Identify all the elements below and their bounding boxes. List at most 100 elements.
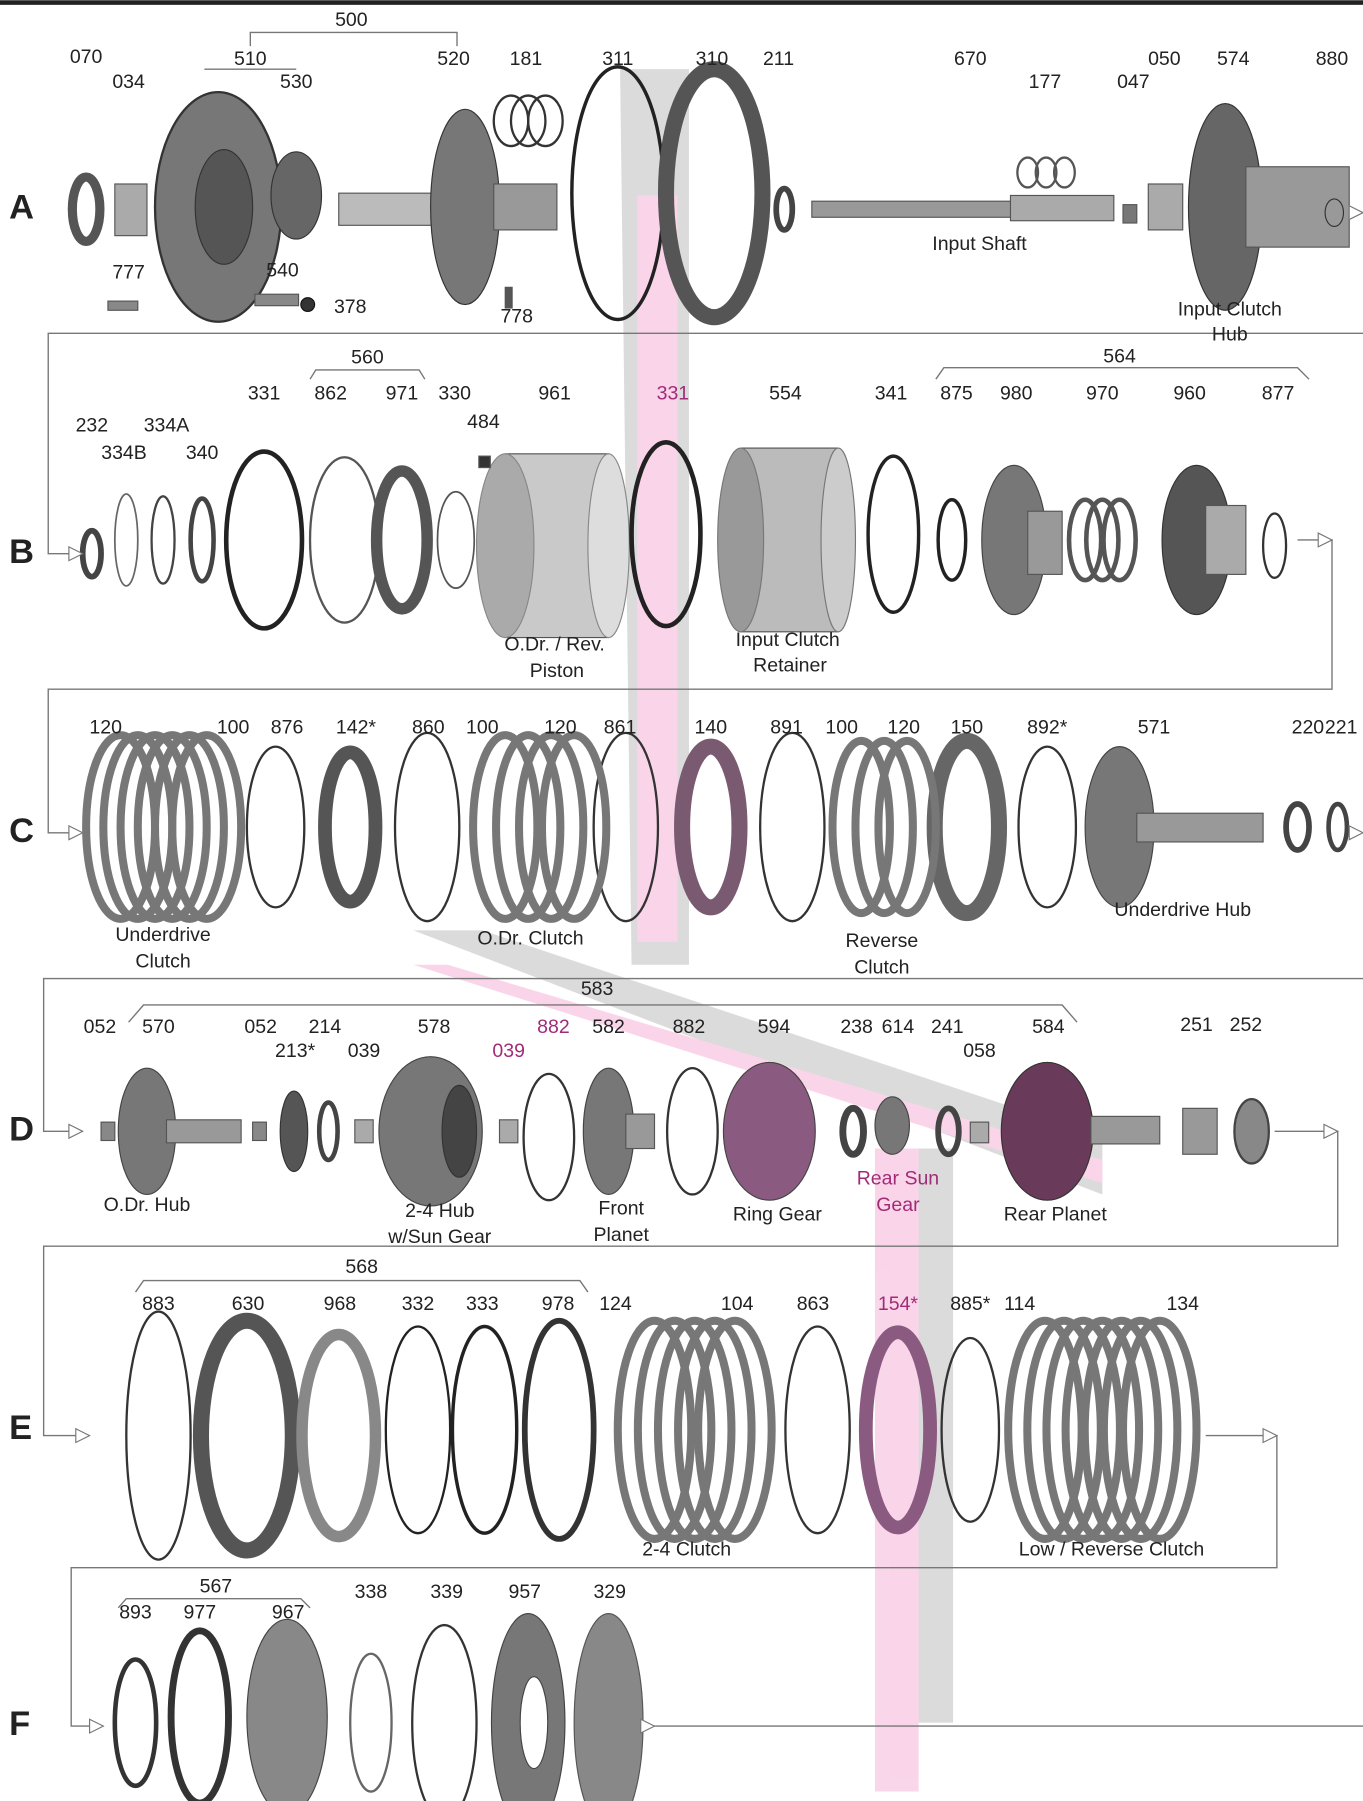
part-number: 332 <box>402 1293 435 1315</box>
part-number: 670 <box>954 48 987 70</box>
part-number: 142* <box>336 716 377 738</box>
part-caption: Ring Gear <box>733 1203 822 1225</box>
part-shape <box>254 293 300 307</box>
part-number: 251 <box>1180 1014 1213 1036</box>
part-number: 882 <box>537 1016 570 1038</box>
part-number: 134 <box>1166 1293 1199 1315</box>
part-number: 968 <box>324 1293 357 1315</box>
part-shape <box>107 300 139 311</box>
part-shape <box>653 1316 736 1543</box>
part-shape <box>1324 198 1345 228</box>
part-number: 310 <box>696 48 729 70</box>
part-shape <box>150 495 176 585</box>
part-shape <box>279 1090 309 1173</box>
part-number: 124 <box>599 1293 632 1315</box>
part-shape <box>188 496 216 584</box>
part-number: 100 <box>825 716 858 738</box>
part-number: 578 <box>418 1016 451 1038</box>
part-number: 232 <box>76 414 109 436</box>
part-number: 861 <box>604 716 637 738</box>
part-caption: O.Dr. / Rev. <box>504 634 604 656</box>
arrow-head <box>68 1123 84 1140</box>
part-shape <box>1136 812 1264 843</box>
part-shape <box>587 453 630 639</box>
part-number: 560 <box>351 347 384 369</box>
part-number: 100 <box>217 716 250 738</box>
arrow-head <box>1262 1427 1279 1444</box>
part-shape <box>629 440 703 629</box>
part-caption: 2-4 Clutch <box>642 1539 731 1561</box>
part-number: 330 <box>438 382 471 404</box>
part-shape <box>1233 1098 1270 1165</box>
part-caption: Clutch <box>854 956 909 978</box>
arrow-head <box>1348 204 1363 221</box>
part-number: 970 <box>1086 382 1119 404</box>
part-number: 070 <box>70 46 103 68</box>
part-number: 311 <box>602 48 633 70</box>
part-number: 120 <box>89 716 122 738</box>
part-number: 885* <box>950 1293 991 1315</box>
part-shape <box>504 286 513 309</box>
part-number: 540 <box>266 259 299 281</box>
part-number: 860 <box>412 716 445 738</box>
part-number: 891 <box>770 716 803 738</box>
part-shape <box>1099 1316 1182 1543</box>
part-shape <box>665 1066 719 1196</box>
part-shape <box>1061 1316 1144 1543</box>
part-shape <box>519 1676 549 1770</box>
part-number: 039 <box>348 1040 381 1062</box>
part-number: 862 <box>314 382 347 404</box>
part-caption: Rear Planet <box>1004 1203 1108 1225</box>
part-number: 971 <box>386 382 419 404</box>
part-shape <box>521 1317 597 1542</box>
part-number: 594 <box>758 1016 791 1038</box>
part-number: 052 <box>84 1016 117 1038</box>
part-caption: Retainer <box>753 654 827 676</box>
part-caption: Input Clutch <box>736 629 840 651</box>
top-bar <box>0 0 1363 5</box>
part-shape <box>1052 156 1076 189</box>
part-number: 220 <box>1292 716 1325 738</box>
part-shape <box>354 1119 374 1144</box>
part-caption: Piston <box>530 660 584 682</box>
part-caption: Underdrive <box>115 924 210 946</box>
part-number: 154* <box>878 1293 919 1315</box>
part-number: 341 <box>875 382 908 404</box>
part-number: 893 <box>119 1602 152 1624</box>
part-number: 510 <box>234 48 267 70</box>
part-shape <box>194 148 254 265</box>
part-shape <box>165 1119 242 1144</box>
part-number: 120 <box>544 716 577 738</box>
part-shape <box>430 108 501 306</box>
part-number: 614 <box>882 1016 915 1038</box>
part-shape <box>1083 497 1121 583</box>
part-shape <box>79 527 104 580</box>
part-shape <box>436 490 476 590</box>
part-number: 571 <box>1138 716 1171 738</box>
part-caption: w/Sun Gear <box>387 1226 492 1248</box>
part-shape <box>1000 1061 1094 1201</box>
part-shape <box>874 1096 911 1155</box>
row-letter: F <box>9 1705 30 1743</box>
row-letter: E <box>9 1409 32 1447</box>
part-caption: Clutch <box>135 951 190 973</box>
part-shape <box>820 447 857 633</box>
part-caption: O.Dr. Hub <box>104 1194 191 1216</box>
part-shape <box>674 738 748 916</box>
part-caption: Hub <box>1212 324 1248 346</box>
row-letter: D <box>9 1110 34 1148</box>
part-shape <box>1326 801 1350 853</box>
part-number: 104 <box>721 1293 754 1315</box>
part-number: 530 <box>280 71 313 93</box>
part-number: 331 <box>657 382 690 404</box>
part-number: 567 <box>200 1575 233 1597</box>
part-number: 570 <box>142 1016 175 1038</box>
part-shape <box>168 731 246 923</box>
part-shape <box>114 183 148 237</box>
part-shape <box>469 731 542 923</box>
part-number: 583 <box>581 978 614 1000</box>
part-shape <box>100 1121 116 1142</box>
part-number: 574 <box>1217 48 1250 70</box>
part-shape <box>1027 510 1063 575</box>
part-number: 882 <box>673 1016 706 1038</box>
